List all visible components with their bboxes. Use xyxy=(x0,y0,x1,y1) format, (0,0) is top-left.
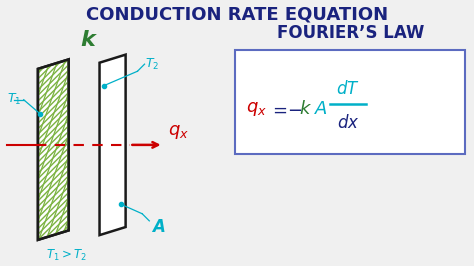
Text: $-$: $-$ xyxy=(287,100,302,118)
FancyBboxPatch shape xyxy=(235,50,465,154)
Text: A: A xyxy=(152,218,164,236)
Text: $A$: $A$ xyxy=(314,100,328,118)
Text: $T_1 > T_2$: $T_1 > T_2$ xyxy=(46,248,87,263)
Polygon shape xyxy=(100,55,126,235)
Text: $dT$: $dT$ xyxy=(337,80,360,98)
Text: $q_x$: $q_x$ xyxy=(168,123,189,141)
Text: $=$: $=$ xyxy=(269,100,288,118)
Polygon shape xyxy=(38,59,69,240)
Text: CONDUCTION RATE EQUATION: CONDUCTION RATE EQUATION xyxy=(86,5,388,23)
Text: $k$: $k$ xyxy=(299,100,311,118)
Text: $dx$: $dx$ xyxy=(337,114,360,132)
Text: $T_2$: $T_2$ xyxy=(145,57,159,72)
Text: $q_x$: $q_x$ xyxy=(246,100,267,118)
Text: FOURIER’S LAW: FOURIER’S LAW xyxy=(277,24,424,42)
Text: $T_1$: $T_1$ xyxy=(7,92,21,107)
Text: k: k xyxy=(80,30,95,50)
